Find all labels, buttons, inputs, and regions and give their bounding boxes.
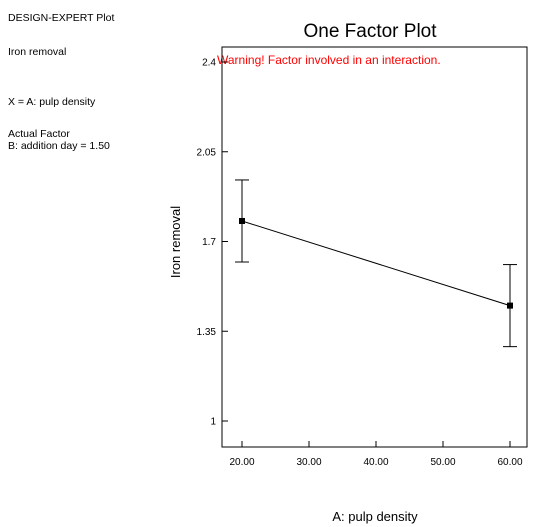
x-tick-label-3: 50.00 [430, 457, 455, 468]
x-axis-label: A: pulp density [332, 509, 418, 524]
plot-type-label: DESIGN-EXPERT Plot [8, 12, 115, 24]
chart-title: One Factor Plot [303, 21, 437, 42]
series [235, 179, 517, 348]
y-axis-label: Iron removal [168, 206, 183, 278]
y-axis: 1 1.35 1.7 2.05 2.4 [197, 58, 228, 428]
x-factor-label: X = A: pulp density [8, 96, 96, 108]
x-tick-label-4: 60.00 [497, 457, 522, 468]
y-tick-label-3: 2.05 [197, 147, 217, 158]
series-line [241, 220, 511, 307]
response-label: Iron removal [8, 46, 67, 58]
y-tick-label-0: 1 [210, 417, 216, 428]
data-point-0 [239, 217, 245, 224]
interaction-warning: Warning! Factor involved in an interacti… [217, 53, 441, 67]
y-tick-label-4: 2.4 [202, 58, 216, 69]
y-tick-label-1: 1.35 [197, 327, 217, 338]
x-axis: 20.00 30.00 40.00 50.00 60.00 [229, 441, 523, 468]
actual-factor-value: B: addition day = 1.50 [8, 140, 110, 152]
y-tick-label-2: 1.7 [202, 237, 216, 248]
data-point-1 [507, 302, 513, 309]
x-tick-label-2: 40.00 [363, 457, 388, 468]
actual-factor-heading: Actual Factor [8, 128, 70, 140]
x-tick-label-1: 30.00 [296, 457, 321, 468]
plot-frame [221, 46, 528, 448]
x-tick-label-0: 20.00 [229, 457, 254, 468]
